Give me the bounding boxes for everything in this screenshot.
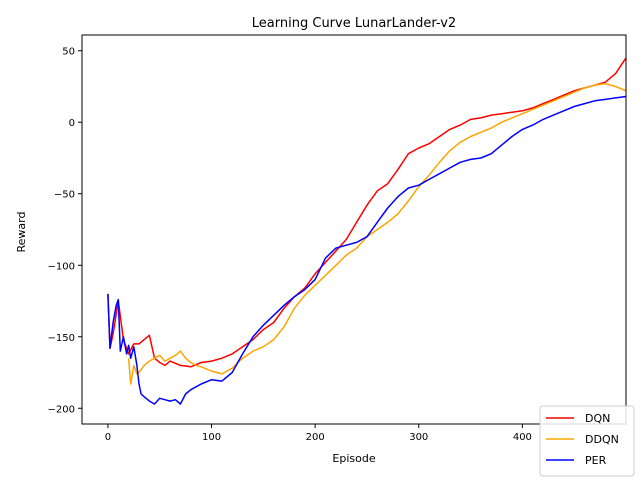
x-tick-label: 300: [409, 432, 428, 443]
ticks-layer: 0 100 200 300 400 −200 −150 −100 −50 0 50: [48, 47, 532, 443]
chart-title: Learning Curve LunarLander-v2: [252, 16, 456, 31]
plot-frame: [81, 34, 627, 425]
series-line-dqn: [107, 57, 627, 368]
y-tick-label: 50: [62, 47, 75, 58]
y-axis-title: Reward: [15, 212, 28, 253]
x-tick-label: 400: [513, 432, 532, 443]
y-tick-label: 0: [69, 118, 75, 129]
x-tick-label: 0: [105, 432, 111, 443]
legend-label-dqn: DQN: [585, 412, 610, 425]
legend: DQN DDQN PER: [539, 405, 635, 477]
series-line-ddqn: [127, 82, 627, 385]
series-line-per: [107, 95, 627, 405]
y-tick-label: −200: [48, 404, 75, 415]
legend-box: [539, 405, 635, 477]
legend-label-per: PER: [585, 454, 607, 467]
y-tick-label: −50: [54, 190, 75, 201]
x-tick-label: 200: [306, 432, 325, 443]
y-tick-label: −100: [48, 261, 75, 272]
x-tick-label: 100: [202, 432, 221, 443]
legend-label-ddqn: DDQN: [585, 433, 619, 446]
series-layer: [107, 57, 627, 405]
x-axis-title: Episode: [332, 452, 375, 465]
y-tick-label: −150: [48, 333, 75, 344]
